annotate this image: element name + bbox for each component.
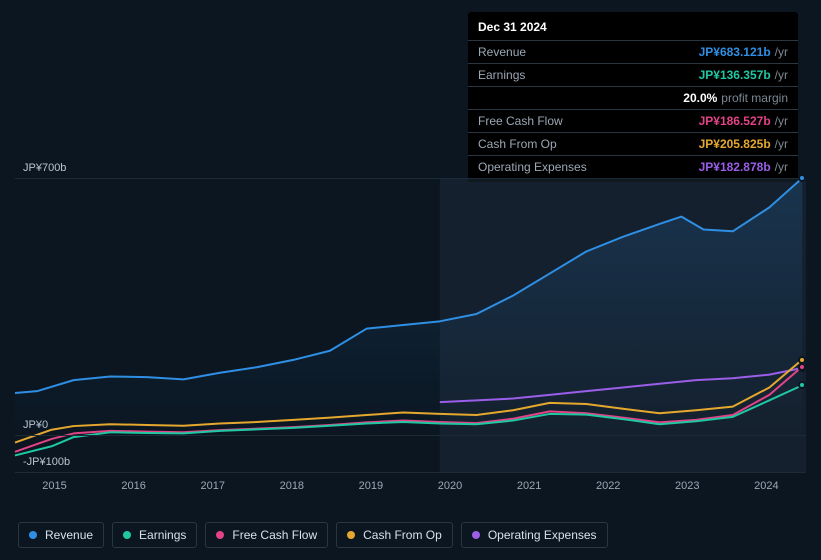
x-axis-label: 2022 bbox=[569, 480, 648, 492]
tooltip-unit: /yr bbox=[775, 160, 788, 174]
legend-swatch bbox=[472, 531, 480, 539]
legend-label: Operating Expenses bbox=[488, 528, 597, 542]
tooltip-row: Operating ExpensesJP¥182.878b/yr bbox=[468, 155, 798, 178]
legend-item[interactable]: Revenue bbox=[18, 522, 104, 548]
tooltip-label: Revenue bbox=[478, 45, 699, 59]
x-axis-label: 2016 bbox=[94, 480, 173, 492]
tooltip-unit: profit margin bbox=[721, 91, 788, 105]
tooltip-label: Cash From Op bbox=[478, 137, 699, 151]
y-axis-label: -JP¥100b bbox=[23, 456, 70, 468]
tooltip-row: Free Cash FlowJP¥186.527b/yr bbox=[468, 109, 798, 132]
y-axis-label: JP¥700b bbox=[23, 162, 66, 174]
tooltip-unit: /yr bbox=[775, 114, 788, 128]
chart-area: JP¥700bJP¥0-JP¥100b201520162017201820192… bbox=[15, 178, 806, 472]
tooltip-label: Earnings bbox=[478, 68, 699, 82]
tooltip-date: Dec 31 2024 bbox=[468, 20, 798, 40]
series-end-marker bbox=[798, 363, 806, 371]
x-axis: 2015201620172018201920202021202220232024 bbox=[15, 480, 806, 492]
gridline bbox=[15, 472, 806, 473]
gridline bbox=[15, 435, 806, 436]
tooltip-label: Operating Expenses bbox=[478, 160, 699, 174]
x-axis-label: 2024 bbox=[727, 480, 806, 492]
legend-item[interactable]: Operating Expenses bbox=[461, 522, 608, 548]
chart-legend: Revenue Earnings Free Cash Flow Cash From O… bbox=[18, 522, 608, 548]
series-end-marker bbox=[798, 174, 806, 182]
tooltip-label: Free Cash Flow bbox=[478, 114, 699, 128]
legend-label: Free Cash Flow bbox=[232, 528, 317, 542]
x-axis-label: 2015 bbox=[15, 480, 94, 492]
legend-label: Revenue bbox=[45, 528, 93, 542]
x-axis-label: 2020 bbox=[410, 480, 489, 492]
legend-label: Earnings bbox=[139, 528, 186, 542]
tooltip-unit: /yr bbox=[775, 45, 788, 59]
gridline bbox=[15, 178, 806, 179]
series-end-marker bbox=[798, 381, 806, 389]
tooltip-value: JP¥182.878b bbox=[699, 160, 771, 174]
legend-item[interactable]: Earnings bbox=[112, 522, 197, 548]
tooltip-value: JP¥186.527b bbox=[699, 114, 771, 128]
tooltip-value: JP¥136.357b bbox=[699, 68, 771, 82]
tooltip-unit: /yr bbox=[775, 137, 788, 151]
legend-item[interactable]: Free Cash Flow bbox=[205, 522, 328, 548]
chart-tooltip: Dec 31 2024 RevenueJP¥683.121b/yrEarning… bbox=[468, 12, 798, 182]
x-axis-label: 2017 bbox=[173, 480, 252, 492]
line-chart bbox=[15, 178, 806, 472]
x-axis-label: 2018 bbox=[252, 480, 331, 492]
tooltip-unit: /yr bbox=[775, 68, 788, 82]
tooltip-row: 20.0% profit margin bbox=[468, 86, 798, 109]
tooltip-value: JP¥683.121b bbox=[699, 45, 771, 59]
x-axis-label: 2019 bbox=[331, 480, 410, 492]
legend-swatch bbox=[216, 531, 224, 539]
legend-label: Cash From Op bbox=[363, 528, 442, 542]
legend-swatch bbox=[347, 531, 355, 539]
legend-item[interactable]: Cash From Op bbox=[336, 522, 453, 548]
tooltip-value: JP¥205.825b bbox=[699, 137, 771, 151]
tooltip-label bbox=[478, 91, 683, 105]
legend-swatch bbox=[123, 531, 131, 539]
legend-swatch bbox=[29, 531, 37, 539]
y-axis-label: JP¥0 bbox=[23, 419, 48, 431]
tooltip-row: Cash From OpJP¥205.825b/yr bbox=[468, 132, 798, 155]
x-axis-label: 2023 bbox=[648, 480, 727, 492]
tooltip-row: EarningsJP¥136.357b/yr bbox=[468, 63, 798, 86]
x-axis-label: 2021 bbox=[490, 480, 569, 492]
tooltip-value: 20.0% bbox=[683, 91, 717, 105]
tooltip-row: RevenueJP¥683.121b/yr bbox=[468, 40, 798, 63]
